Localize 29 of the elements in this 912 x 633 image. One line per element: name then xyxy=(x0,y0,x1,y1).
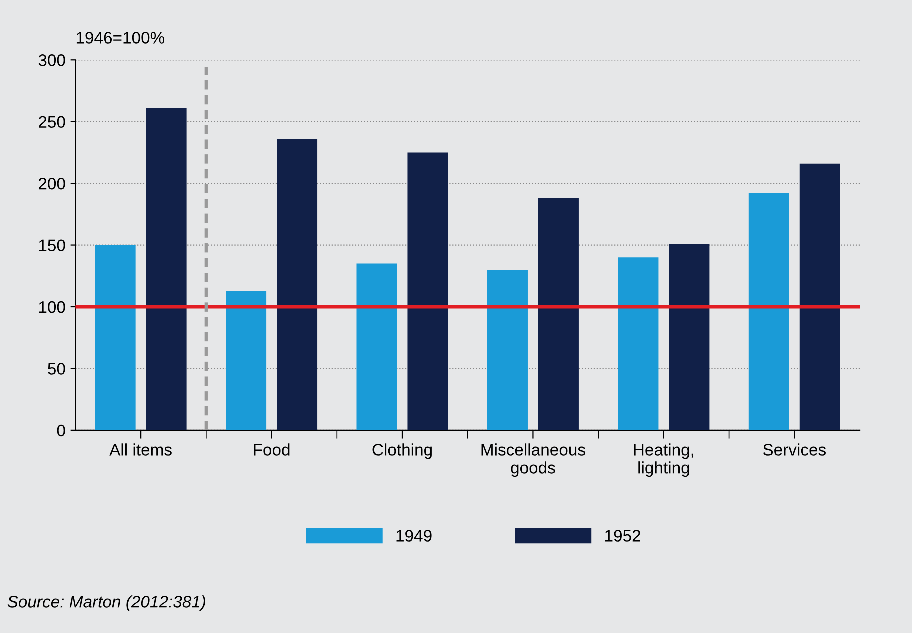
y-tick-label: 100 xyxy=(39,301,66,314)
bar xyxy=(146,108,187,430)
bar xyxy=(408,152,448,430)
x-tick-label: Clothing xyxy=(372,444,432,460)
x-tick-label: All items xyxy=(110,444,172,456)
bar xyxy=(487,270,528,430)
x-tick-label: Services xyxy=(763,444,826,456)
y-tick-label: 150 xyxy=(39,240,66,252)
source-note: Source: Marton (2012:381) xyxy=(8,596,206,612)
bar xyxy=(356,264,398,430)
bar xyxy=(538,198,579,430)
bar xyxy=(226,290,267,430)
y-tick-label: 50 xyxy=(48,363,66,375)
bar xyxy=(748,193,790,430)
bar xyxy=(618,258,659,430)
y-axis-title: 1946=100% xyxy=(76,32,165,44)
x-tick-label: Heating, lighting xyxy=(634,444,694,478)
y-tick-label: 250 xyxy=(39,116,66,128)
y-tick-label: 0 xyxy=(57,424,66,437)
y-tick-label: 200 xyxy=(39,178,66,190)
legend-label: 1949 xyxy=(396,530,432,542)
x-tick-label: Food xyxy=(254,444,290,456)
x-tick-label: Miscellaneous goods xyxy=(482,444,586,478)
bar xyxy=(669,244,710,430)
bar xyxy=(95,245,136,430)
bar xyxy=(277,139,318,430)
legend-label: 1952 xyxy=(606,530,640,542)
y-tick-label: 300 xyxy=(38,54,66,66)
bar xyxy=(800,164,840,430)
